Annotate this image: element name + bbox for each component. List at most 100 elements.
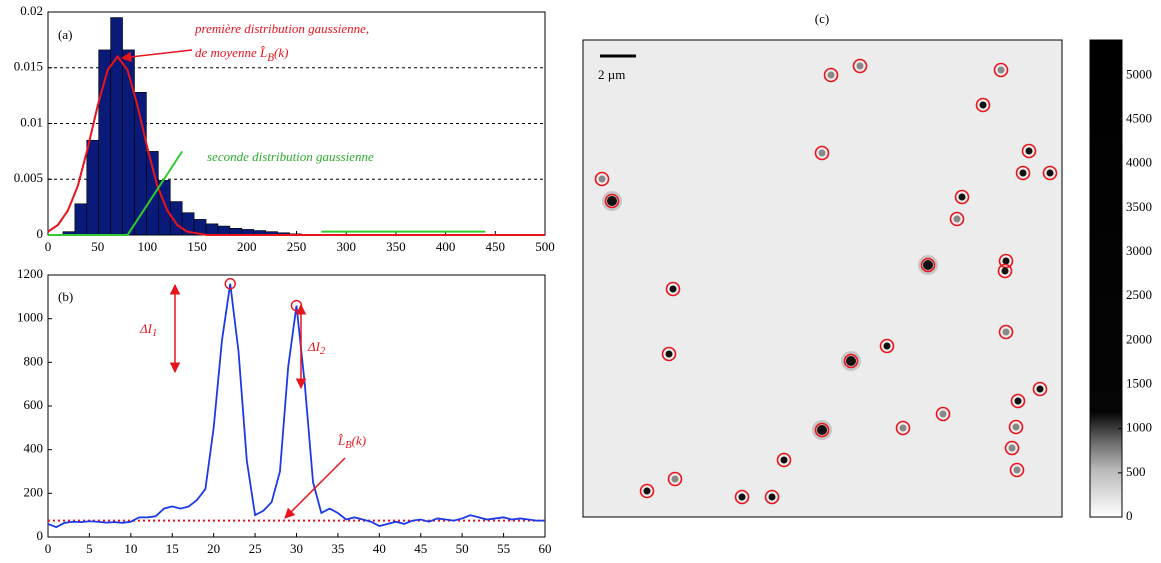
peak-marker: [224, 278, 236, 290]
x-tick-label: 450: [486, 239, 506, 254]
spot: [598, 175, 606, 183]
y-tick-label: 0.005: [14, 170, 43, 185]
y-tick-label: 200: [24, 484, 44, 499]
spot: [953, 215, 961, 223]
colorbar-tick-label: 4000: [1126, 155, 1152, 170]
spot-marker: [661, 346, 677, 362]
colorbar-tick-label: 1000: [1126, 420, 1152, 435]
spot: [846, 356, 856, 366]
histogram-bar: [158, 180, 171, 236]
y-tick-label: 600: [24, 397, 44, 412]
spot: [607, 196, 617, 206]
spot-marker: [604, 193, 620, 209]
spot-marker: [998, 324, 1014, 340]
x-tick-label: 350: [386, 239, 406, 254]
x-tick-label: 300: [336, 239, 356, 254]
annotation-main: L̂: [337, 433, 345, 448]
spot-marker: [993, 62, 1009, 78]
colorbar-tick-label: 3500: [1126, 199, 1152, 214]
spot: [883, 342, 891, 350]
spot: [827, 71, 835, 79]
spot-marker: [667, 471, 683, 487]
spot: [1013, 466, 1021, 474]
spot-marker: [665, 281, 681, 297]
spot: [818, 149, 826, 157]
image-frame: [582, 39, 1063, 518]
x-tick-label: 200: [237, 239, 257, 254]
spot-marker: [1032, 381, 1048, 397]
annotation-main: ΔI: [139, 321, 153, 336]
spot-marker: [639, 483, 655, 499]
spot: [1012, 423, 1020, 431]
x-tick-label: 50: [91, 239, 104, 254]
spot-marker: [823, 67, 839, 83]
spot: [780, 456, 788, 464]
spot-marker: [1021, 143, 1037, 159]
colorbar-tick-label: 2500: [1126, 287, 1152, 302]
histogram-bar: [205, 223, 219, 236]
spot-marker: [734, 489, 750, 505]
image-panel: [582, 39, 1063, 518]
spot-marker: [935, 406, 951, 422]
x-tick-label: 50: [456, 541, 469, 556]
annotation-main: ΔI: [307, 339, 321, 354]
spot-marker: [1010, 393, 1026, 409]
spot-marker: [814, 422, 830, 438]
x-tick-label: 0: [45, 541, 52, 556]
spot: [1014, 397, 1022, 405]
spot: [997, 66, 1005, 74]
colorbar-tick-label: 4500: [1126, 110, 1152, 125]
spot: [643, 487, 651, 495]
spot-marker: [975, 97, 991, 113]
plot-frame: [47, 274, 546, 538]
x-tick-label: 100: [138, 239, 158, 254]
y-tick-label: 0: [37, 226, 44, 241]
annotation-sub: B: [267, 52, 274, 64]
panel-label: (a): [58, 27, 72, 42]
spot: [1046, 169, 1054, 177]
spot-marker: [852, 58, 868, 74]
histogram-bar: [110, 17, 123, 236]
spot: [1036, 385, 1044, 393]
spot: [979, 101, 987, 109]
spot: [856, 62, 864, 70]
spot: [665, 350, 673, 358]
annotation: ΔI1: [139, 321, 157, 339]
colorbar: [1089, 39, 1123, 518]
y-tick-label: 0.01: [20, 114, 43, 129]
x-tick-label: 10: [124, 541, 137, 556]
panel-label: (b): [58, 289, 73, 304]
annotation-after: (k): [274, 45, 288, 60]
spot: [1002, 257, 1010, 265]
arrow: [120, 49, 193, 63]
spot: [817, 425, 827, 435]
spot: [899, 424, 907, 432]
spot: [923, 260, 933, 270]
y-tick-label: 800: [24, 353, 44, 368]
spot-marker: [997, 263, 1013, 279]
spots: [594, 58, 1058, 505]
y-tick-label: 0: [37, 528, 44, 543]
x-tick-label: 20: [207, 541, 220, 556]
y-tick-label: 0.02: [20, 3, 43, 18]
spot-marker: [1042, 165, 1058, 181]
x-tick-label: 15: [166, 541, 179, 556]
spot: [768, 493, 776, 501]
y-tick-label: 0.015: [14, 59, 43, 74]
x-tick-label: 25: [249, 541, 262, 556]
colorbar-tick-label: 3000: [1126, 243, 1152, 258]
spot-marker: [954, 189, 970, 205]
spot-marker: [949, 211, 965, 227]
x-tick-label: 30: [290, 541, 303, 556]
spot-marker: [776, 452, 792, 468]
annotation-sub: 2: [320, 346, 326, 357]
histogram-bar: [217, 225, 231, 236]
scale-bar-label: 2 µm: [598, 67, 625, 82]
spot-marker: [764, 489, 780, 505]
x-tick-label: 500: [535, 239, 555, 254]
annotation-after: (k): [352, 433, 366, 448]
spot: [1001, 267, 1009, 275]
spot-marker: [998, 253, 1014, 269]
spot-marker: [920, 257, 936, 273]
